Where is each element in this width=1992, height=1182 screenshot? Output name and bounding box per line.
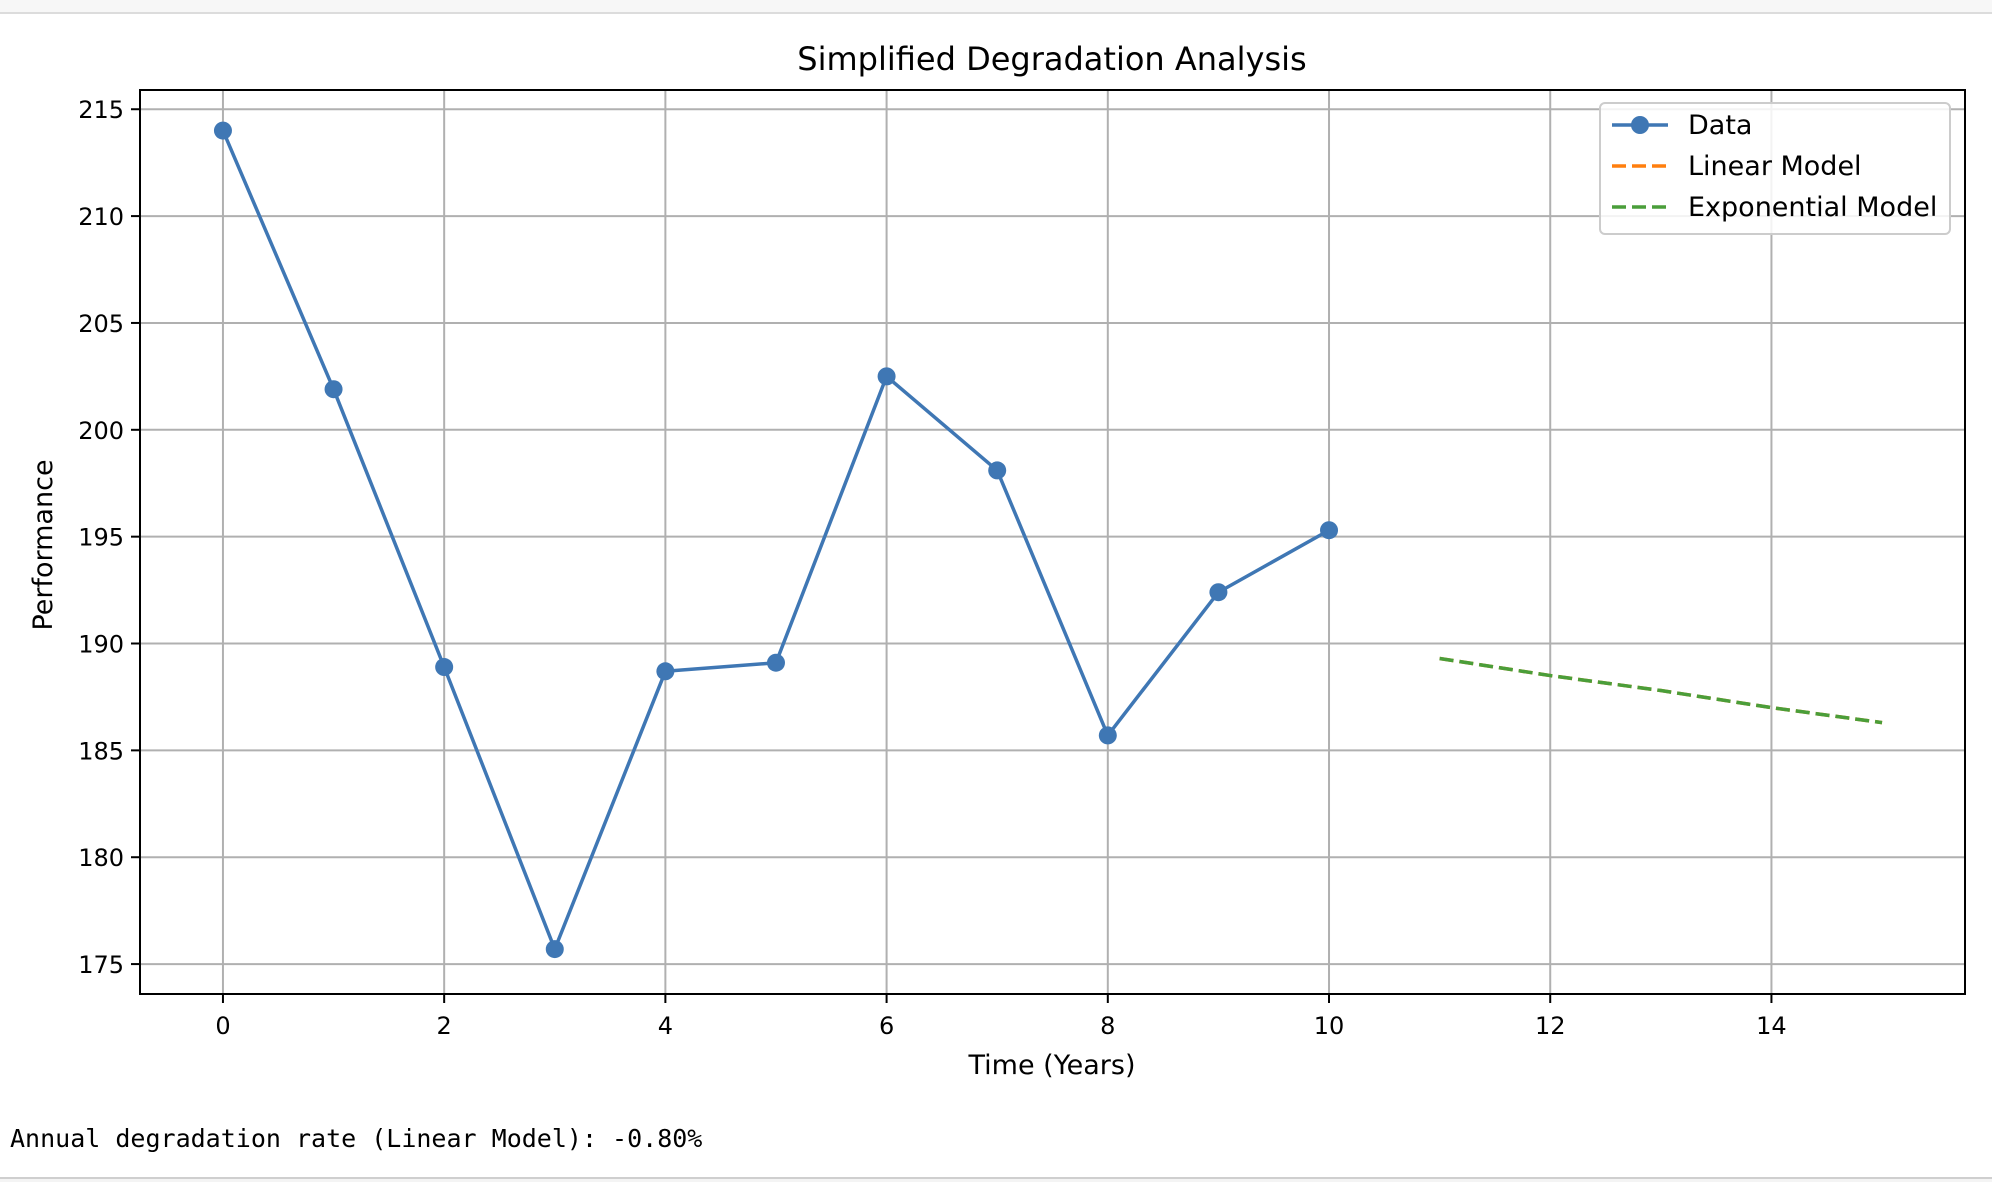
y-tick-label: 180 [78,844,124,872]
cell-top-border [0,0,1992,14]
series-layer [213,121,1883,959]
x-tick-label: 2 [437,1012,452,1040]
data-point [324,380,343,399]
legend-marker-data [1631,116,1649,134]
series-line-data [221,129,1330,951]
y-tick-label: 175 [78,951,124,979]
data-point [213,121,232,140]
chart-title: Simplified Degradation Analysis [797,40,1306,78]
data-point [877,367,896,386]
series-line-exponential-model [1439,656,1883,725]
y-axis-ticks: 175 180 185 190 195 200 205 210 215 [78,96,140,979]
x-tick-label: 10 [1314,1012,1345,1040]
grid-lines [140,90,1965,994]
y-tick-label: 185 [78,737,124,765]
data-point [766,653,785,672]
x-axis-label: Time (Years) [968,1050,1136,1081]
data-point [545,940,564,959]
x-tick-label: 12 [1535,1012,1566,1040]
legend-label-data: Data [1688,110,1752,141]
plot-frame [139,89,1966,995]
cell-bottom-border [0,1177,1992,1182]
y-tick-label: 215 [78,96,124,124]
legend-label-linear-model: Linear Model [1688,151,1862,182]
y-tick-label: 190 [78,631,124,659]
output-degradation-rate: Annual degradation rate (Linear Model): … [10,1124,703,1153]
legend: Data Linear Model Exponential Model [1599,102,1951,235]
y-tick-label: 200 [78,417,124,445]
legend-box [1599,102,1951,235]
data-point [656,662,675,681]
data-point [1098,726,1117,745]
data-point [1320,521,1339,540]
x-tick-label: 0 [215,1012,230,1040]
x-axis-ticks: 0 2 4 6 8 10 12 14 [215,994,1787,1040]
y-tick-label: 195 [78,524,124,552]
data-point [435,658,454,677]
y-tick-label: 205 [78,310,124,338]
x-tick-label: 8 [1100,1012,1115,1040]
data-point [1209,583,1228,602]
y-axis-label: Performance [28,459,59,630]
x-tick-label: 6 [879,1012,894,1040]
y-tick-label: 210 [78,203,124,231]
x-tick-label: 14 [1756,1012,1787,1040]
legend-label-exponential-model: Exponential Model [1688,192,1937,223]
degradation-chart: Simplified Degradation Analysis 0 2 4 6 8 10 1… [28,40,1966,1081]
data-point [988,461,1007,480]
x-tick-label: 4 [658,1012,673,1040]
